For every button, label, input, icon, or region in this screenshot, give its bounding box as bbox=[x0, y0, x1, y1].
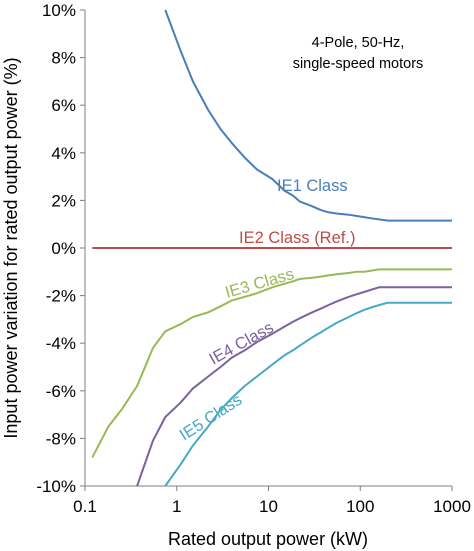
y-tick-label: 4% bbox=[51, 144, 76, 163]
y-axis-title: Input power variation for rated output p… bbox=[1, 57, 21, 438]
series-label-ie2-class-ref: IE2 Class (Ref.) bbox=[239, 229, 355, 247]
x-tick-label: 1000 bbox=[433, 497, 471, 516]
series-label-ie4-class: IE4 Class bbox=[206, 319, 276, 369]
series-label-ie3-class: IE3 Class bbox=[223, 265, 296, 302]
y-tick-label: 2% bbox=[51, 191, 76, 210]
y-tick-label: 10% bbox=[42, 1, 76, 20]
series-label-ie1-class: IE1 Class bbox=[277, 177, 348, 195]
series-line-ie5-class bbox=[164, 301, 452, 487]
series-lines bbox=[91, 9, 452, 487]
y-tick-label: -2% bbox=[46, 287, 76, 306]
x-axis-title: Rated output power (kW) bbox=[168, 529, 368, 549]
y-tick-label: 0% bbox=[51, 239, 76, 258]
y-tick-label: -6% bbox=[46, 382, 76, 401]
series-line-ie4-class bbox=[136, 286, 452, 487]
x-tick-label: 1 bbox=[172, 497, 181, 516]
series-line-ie1-class bbox=[164, 9, 452, 222]
y-tick-label: 6% bbox=[51, 96, 76, 115]
annotation-line-1: 4-Pole, 50-Hz, bbox=[312, 35, 405, 51]
y-tick-label: -4% bbox=[46, 334, 76, 353]
y-tick-label: -8% bbox=[46, 429, 76, 448]
series-labels: IE1 Class IE2 Class (Ref.) IE3 Class IE4 Cl… bbox=[176, 177, 355, 444]
x-tick-label: 100 bbox=[346, 497, 374, 516]
ticks: 10% 8% 6% 4% 2% 0% -2% -4% -6% -8% -10%0.1 1 10 100 10… bbox=[36, 1, 471, 516]
y-tick-label: 8% bbox=[51, 49, 76, 68]
series-label-ie5-class: IE5 Class bbox=[176, 391, 245, 445]
annotation-line-2: single-speed motors bbox=[293, 56, 424, 72]
x-tick-label: 10 bbox=[259, 497, 278, 516]
x-tick-label: 0.1 bbox=[73, 497, 97, 516]
series-line-ie3-class bbox=[91, 268, 452, 458]
y-tick-label: -10% bbox=[36, 477, 76, 496]
